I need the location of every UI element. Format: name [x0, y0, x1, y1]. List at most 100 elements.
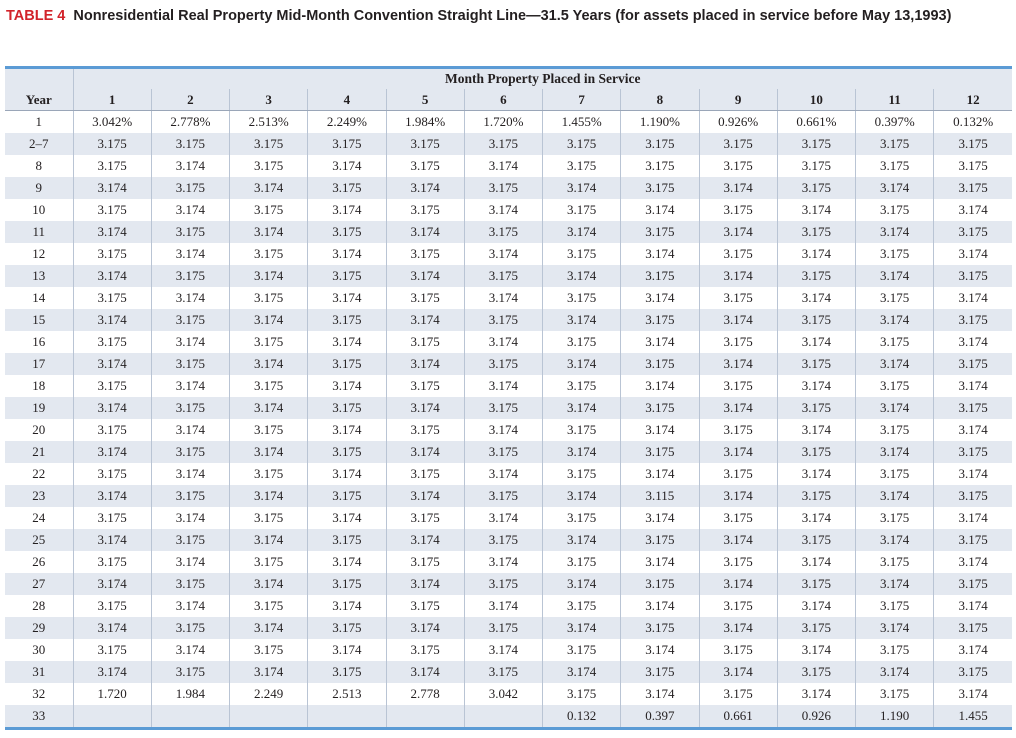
rate-cell: 3.175 — [307, 265, 386, 287]
rate-cell: 0.661% — [776, 110, 856, 133]
rate-cell: 3.174 — [228, 617, 308, 639]
rate-cell: 3.174 — [307, 551, 386, 573]
rate-cell: 3.174 — [463, 155, 543, 177]
rate-cell: 3.175 — [463, 573, 543, 595]
rate-cell: 3.175 — [72, 507, 152, 529]
rate-cell: 3.174 — [463, 331, 543, 353]
rate-cell: 3.175 — [620, 617, 699, 639]
rate-cell: 3.174 — [933, 331, 1012, 353]
rate-cell: 3.174 — [541, 441, 621, 463]
rate-cell: 3.175 — [541, 683, 621, 705]
rate-cell: 3.174 — [385, 177, 465, 199]
rate-cell: 3.174 — [854, 353, 934, 375]
rate-cell: 3.174 — [698, 265, 778, 287]
rate-cell: 3.175 — [776, 485, 856, 507]
table-row: 8 3.175 3.174 3.175 3.174 3.175 3.174 3.175 3.17… — [5, 155, 1012, 177]
rate-cell: 3.174 — [307, 639, 386, 661]
rate-cell: 3.175 — [228, 133, 308, 155]
rate-cell: 3.175 — [228, 243, 308, 265]
year-cell: 14 — [5, 287, 73, 309]
rate-cell: 3.175 — [463, 265, 543, 287]
rate-cell: 3.174 — [228, 485, 308, 507]
rate-cell: 3.175 — [150, 309, 230, 331]
rate-cell: 3.175 — [776, 529, 856, 551]
rate-cell: 3.175 — [933, 441, 1012, 463]
year-cell: 19 — [5, 397, 73, 419]
rate-cell: 3.175 — [307, 397, 386, 419]
month-column-header: 7 — [541, 89, 621, 111]
rate-cell: 3.175 — [776, 265, 856, 287]
year-cell: 27 — [5, 573, 73, 595]
rate-cell: 0.132% — [933, 110, 1012, 133]
month-column-header: 9 — [698, 89, 778, 111]
rate-cell: 3.175 — [620, 441, 699, 463]
rate-cell: 3.175 — [150, 221, 230, 243]
rate-cell: 3.174 — [620, 287, 699, 309]
rate-cell: 1.455 — [933, 705, 1012, 727]
year-cell: 22 — [5, 463, 73, 485]
year-cell: 29 — [5, 617, 73, 639]
rate-cell: 3.175 — [776, 155, 856, 177]
rate-cell: 3.175 — [228, 463, 308, 485]
rate-cell: 3.175 — [385, 463, 465, 485]
month-column-header: 6 — [463, 89, 543, 111]
rate-cell: 3.175 — [933, 155, 1012, 177]
rate-cell: 3.175 — [307, 529, 386, 551]
rate-cell: 3.174 — [698, 441, 778, 463]
rate-cell: 3.175 — [854, 507, 934, 529]
rate-cell: 3.175 — [620, 177, 699, 199]
rate-cell: 3.174 — [776, 243, 856, 265]
rate-cell: 3.175 — [72, 243, 152, 265]
rate-cell: 3.174 — [463, 463, 543, 485]
table-row: 24 3.175 3.174 3.175 3.174 3.175 3.174 3.175 3.1… — [5, 507, 1012, 529]
rate-cell: 3.174 — [541, 617, 621, 639]
rate-cell: 3.174 — [776, 463, 856, 485]
rate-cell: 3.174 — [933, 287, 1012, 309]
table-number: TABLE 4 — [6, 8, 66, 24]
rate-cell: 3.042% — [72, 110, 152, 133]
table-row: 16 3.175 3.174 3.175 3.174 3.175 3.174 3.175 3.1… — [5, 331, 1012, 353]
table-row: 17 3.174 3.175 3.174 3.175 3.174 3.175 3.174 3.1… — [5, 353, 1012, 375]
rate-cell: 3.175 — [72, 155, 152, 177]
rate-cell: 3.175 — [933, 485, 1012, 507]
rate-cell: 3.175 — [698, 199, 778, 221]
table-row: 22 3.175 3.174 3.175 3.174 3.175 3.174 3.175 3.1… — [5, 463, 1012, 485]
rate-cell: 3.174 — [72, 353, 152, 375]
rate-cell: 3.175 — [385, 287, 465, 309]
rate-cell: 3.174 — [307, 507, 386, 529]
rate-cell: 3.175 — [385, 595, 465, 617]
rate-cell: 3.174 — [933, 243, 1012, 265]
rate-cell: 1.720 — [72, 683, 152, 705]
rate-cell: 0.397 — [620, 705, 699, 727]
rate-cell: 3.175 — [620, 221, 699, 243]
rate-cell: 3.174 — [463, 595, 543, 617]
table-row: 31 3.174 3.175 3.174 3.175 3.174 3.175 3.174 3.1… — [5, 661, 1012, 683]
rate-cell: 3.175 — [463, 133, 543, 155]
rate-cell: 3.175 — [854, 155, 934, 177]
rate-cell: 3.174 — [307, 243, 386, 265]
rate-cell: 3.175 — [541, 133, 621, 155]
table-row: 12 3.175 3.174 3.175 3.174 3.175 3.174 3.175 3.1… — [5, 243, 1012, 265]
rate-cell: 3.175 — [228, 551, 308, 573]
rate-cell: 2.249% — [307, 110, 386, 133]
table-row: 29 3.174 3.175 3.174 3.175 3.174 3.175 3.174 3.1… — [5, 617, 1012, 639]
rate-cell: 3.174 — [933, 199, 1012, 221]
rate-cell: 3.174 — [307, 155, 386, 177]
rate-cell: 3.175 — [228, 155, 308, 177]
rate-cell: 3.175 — [72, 595, 152, 617]
rate-cell: 3.175 — [933, 265, 1012, 287]
rate-cell: 3.174 — [541, 177, 621, 199]
rate-cell: 3.174 — [307, 595, 386, 617]
rate-cell: 3.174 — [150, 155, 230, 177]
rate-cell: 3.174 — [698, 573, 778, 595]
rate-cell: 3.174 — [307, 331, 386, 353]
rate-cell: 3.175 — [620, 573, 699, 595]
rate-cell: 3.174 — [150, 199, 230, 221]
rate-cell — [72, 705, 152, 727]
rate-cell: 3.174 — [228, 529, 308, 551]
rate-cell: 3.174 — [620, 375, 699, 397]
year-cell: 17 — [5, 353, 73, 375]
rate-cell: 3.174 — [150, 463, 230, 485]
rate-cell: 3.175 — [228, 199, 308, 221]
rate-cell: 3.175 — [541, 639, 621, 661]
